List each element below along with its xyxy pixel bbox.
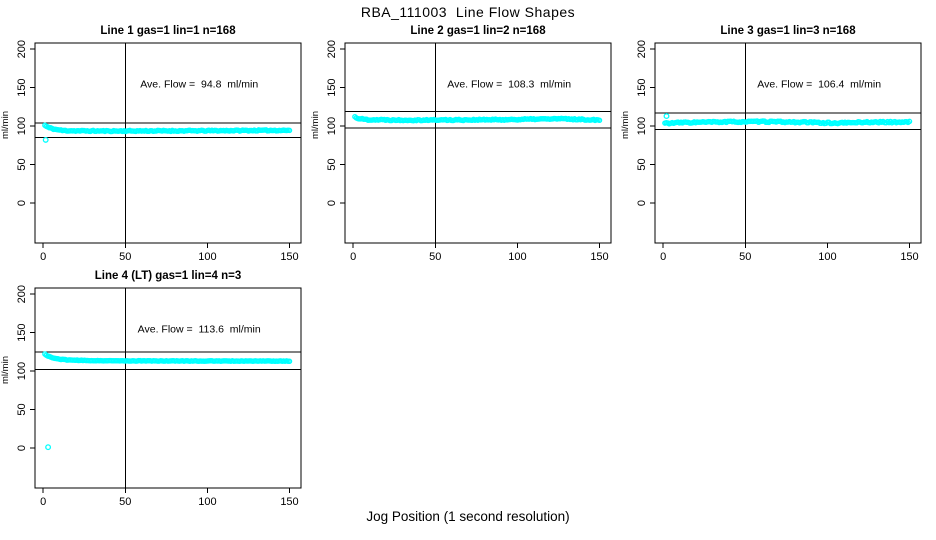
y-tick-label: 200 [16,285,28,303]
y-tick-label: 150 [16,78,28,96]
y-tick-label: 200 [636,40,648,58]
x-tick-label: 0 [40,251,46,263]
x-tick-label: 150 [280,251,298,263]
y-tick-label: 100 [326,117,338,135]
panel-line-4: Line 4 (LT) gas=1 lin=4 n=3 0 50 100 150 0 50 1… [0,270,302,508]
y-tick-label: 0 [326,200,338,206]
y-axis-unit-label: ml/min [310,111,321,139]
plot-frame [344,42,612,244]
y-axis-unit-label: ml/min [0,111,11,139]
y-axis-ticks: 0 50 100 150 200 [326,40,345,206]
x-tick-label: 50 [119,496,131,508]
x-axis-ticks: 0 50 100 150 [40,488,299,508]
panel-title: Line 4 (LT) gas=1 lin=4 n=3 [95,270,241,282]
x-tick-label: 0 [40,496,46,508]
y-tick-label: 100 [16,362,28,380]
y-tick-label: 150 [16,323,28,341]
scatter-points [662,113,913,127]
x-tick-label: 50 [429,251,441,263]
panel-line-2: Line 2 gas=1 lin=2 n=168 0 50 100 150 0 50 100 1… [310,25,612,263]
ave-flow-annotation: Ave. Flow = 113.6 ml/min [138,324,261,336]
panel-title: Line 3 gas=1 lin=3 n=168 [720,25,856,37]
y-tick-label: 0 [636,200,648,206]
scatter-points [42,122,293,143]
y-tick-label: 50 [16,158,28,170]
y-axis-unit-label: ml/min [620,111,631,139]
ave-flow-annotation: Ave. Flow = 108.3 ml/min [447,79,571,91]
y-axis-ticks: 0 50 100 150 200 [636,40,655,206]
y-tick-label: 0 [16,200,28,206]
x-tick-label: 100 [198,251,216,263]
chart-title: RBA_111003 Line Flow Shapes [360,4,576,20]
y-tick-label: 0 [16,445,28,451]
scatter-points [352,113,603,124]
y-tick-label: 150 [636,78,648,96]
spec-limit-lines [655,112,921,130]
x-axis-ticks: 0 50 100 150 [660,243,919,263]
spec-limit-lines [345,110,611,129]
scatter-points [42,351,293,451]
y-axis-ticks: 0 50 100 150 200 [16,40,35,206]
x-tick-label: 150 [590,251,608,263]
y-tick-label: 50 [16,403,28,415]
x-tick-label: 100 [198,496,216,508]
panel-title: Line 1 gas=1 lin=1 n=168 [100,25,236,37]
ave-flow-annotation: Ave. Flow = 94.8 ml/min [140,79,258,91]
x-tick-label: 0 [660,251,666,263]
x-tick-label: 50 [739,251,751,263]
plot-frame [34,287,302,489]
spec-limit-lines [35,351,301,370]
x-tick-label: 100 [508,251,526,263]
plot-frame [654,42,922,244]
panel-line-1: Line 1 gas=1 lin=1 n=168 0 50 100 150 0 50 100 1… [0,25,302,263]
ave-flow-annotation: Ave. Flow = 106.4 ml/min [757,79,881,91]
panel-title: Line 2 gas=1 lin=2 n=168 [410,25,546,37]
panel-line-3: Line 3 gas=1 lin=3 n=168 0 50 100 150 0 50 100 1… [620,25,922,263]
x-tick-label: 150 [280,496,298,508]
y-tick-label: 100 [636,117,648,135]
y-tick-label: 200 [326,40,338,58]
y-axis-unit-label: ml/min [0,356,11,384]
y-tick-label: 200 [16,40,28,58]
plot-frame [34,42,302,244]
y-tick-label: 150 [326,78,338,96]
y-tick-label: 50 [326,158,338,170]
x-axis-ticks: 0 50 100 150 [40,243,299,263]
x-tick-label: 150 [900,251,918,263]
x-tick-label: 50 [119,251,131,263]
x-tick-label: 0 [350,251,356,263]
spec-limit-lines [35,122,301,138]
y-tick-label: 50 [636,158,648,170]
x-axis-ticks: 0 50 100 150 [350,243,609,263]
x-tick-label: 100 [818,251,836,263]
y-tick-label: 100 [16,117,28,135]
y-axis-ticks: 0 50 100 150 200 [16,285,35,451]
x-axis-label: Jog Position (1 second resolution) [366,509,570,524]
